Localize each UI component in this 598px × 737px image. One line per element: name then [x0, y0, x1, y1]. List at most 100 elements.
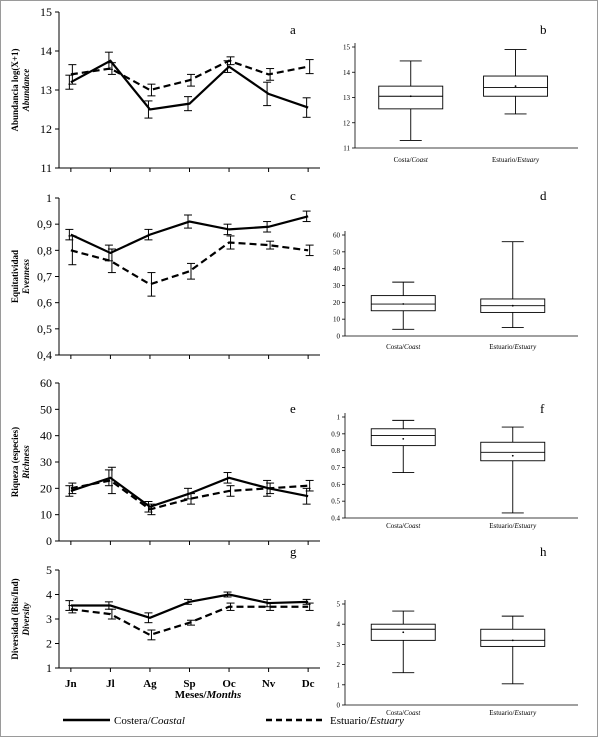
x-axis-title: Meses/Months [175, 689, 242, 701]
box-iqr [370, 428, 436, 447]
box-iqr [378, 85, 444, 110]
series-line-estuary [70, 59, 309, 92]
y-tick-label: 0,6 [37, 296, 52, 310]
y-tick-label: 0.4 [331, 515, 340, 523]
y-tick-label: 0,4 [37, 348, 52, 362]
panel-letter: d [540, 188, 547, 203]
y-axis-title: Equitatividad [10, 250, 20, 303]
panel-letter: b [540, 22, 547, 37]
category-label: Costa/Coast [386, 709, 421, 717]
category-label-en: Coast [412, 156, 429, 164]
category-label-en: Estuary [514, 522, 538, 530]
panel-letter: h [540, 544, 547, 559]
box-mean-marker [511, 304, 514, 307]
y-tick-label: 0 [337, 702, 341, 710]
y-tick-label: 0,7 [37, 270, 52, 284]
legend: Costera/Coastal Estuario/Estuary [63, 715, 404, 727]
y-tick-label: 1 [46, 661, 52, 675]
y-tick-label: 12 [40, 122, 52, 136]
y-tick-label: 30 [40, 455, 52, 469]
legend-estuary-en: Estuary [369, 715, 404, 727]
panel-b: 11 12 13 14 15 Costa/Coast Estuario/Estuary b [343, 22, 578, 164]
x-tick-label: Oc [222, 678, 236, 690]
y-tick-label: 11 [343, 145, 350, 153]
panel-letter: a [290, 22, 296, 37]
series-line-estuary [70, 479, 309, 511]
panel-d: 0 10 20 30 40 50 60 Costa/Coast Estuario/Estuary… [333, 188, 578, 351]
panel-a: 11 12 13 14 15 a Abundancia log(X+1) Abundance [10, 5, 320, 175]
y-tick-label: 0 [46, 534, 52, 548]
panel-letter: g [290, 544, 297, 559]
y-tick-label: 5 [46, 563, 52, 577]
panel-letter: f [540, 401, 545, 416]
y-axis-title-en: Richness [21, 445, 31, 480]
panel-letter: e [290, 401, 296, 416]
box-mean-marker [402, 437, 405, 440]
series-line-estuary [70, 605, 309, 637]
category-label-es: Estuario/ [492, 156, 517, 164]
box-mean-marker [409, 95, 412, 98]
box-mean-marker [511, 454, 514, 457]
y-tick-label: 15 [40, 5, 52, 19]
category-label-es: Costa/ [394, 156, 412, 164]
category-label-en: Estuary [516, 156, 540, 164]
y-tick-label: 1 [337, 681, 341, 689]
legend-coastal-label: Costera/Coastal [114, 715, 185, 727]
x-tick-label: Dc [302, 678, 315, 690]
category-label-es: Costa/ [386, 709, 404, 717]
y-axis-title-en: Abundance [21, 69, 31, 113]
box-mean-marker [402, 303, 405, 305]
y-axis-title: Riqueza (especies) [10, 427, 20, 497]
box-mean-marker [402, 631, 405, 634]
category-label-es: Estuario/ [489, 343, 514, 351]
x-tick-label: Nv [262, 678, 276, 690]
panel-e: 0 10 20 30 40 50 60 e Riqueza (especies) Richness [10, 376, 320, 548]
y-tick-label: 4 [46, 588, 52, 602]
x-tick-label: Jn [65, 678, 77, 690]
y-tick-label: 20 [333, 299, 341, 307]
y-tick-label: 14 [343, 69, 351, 77]
legend-coastal-es: Costera/ [114, 715, 152, 727]
legend-estuary-es: Estuario/ [330, 715, 371, 727]
x-tick-label: Jl [106, 678, 115, 690]
panel-g: 1 2 3 4 5 Jn Jl Ag Sp Oc Nv Dc g Diversidad (Bits/Ind… [10, 544, 320, 690]
box-iqr [480, 628, 546, 647]
category-label-en: Coast [404, 343, 421, 351]
series-line-coastal [70, 59, 309, 111]
y-tick-label: 60 [333, 232, 341, 240]
y-tick-label: 0,9 [37, 217, 52, 231]
x-tick-label: Sp [183, 678, 195, 690]
x-axis-title-es: Meses/ [175, 689, 208, 701]
y-tick-label: 3 [46, 612, 52, 626]
y-tick-label: 50 [40, 402, 52, 416]
category-label: Costa/Coast [386, 343, 421, 351]
category-label: Estuario/Estuary [492, 156, 540, 164]
category-label-es: Estuario/ [489, 709, 514, 717]
y-tick-label: 10 [333, 316, 341, 324]
y-tick-label: 1 [337, 414, 341, 422]
legend-estuary-label: Estuario/Estuary [330, 715, 404, 727]
box-iqr [480, 441, 546, 462]
y-tick-label: 10 [40, 508, 52, 522]
category-label: Estuario/Estuary [489, 709, 537, 717]
y-tick-label: 0,5 [37, 322, 52, 336]
y-tick-label: 5 [337, 601, 341, 609]
y-tick-label: 13 [40, 83, 52, 97]
box-mean-marker [511, 639, 514, 642]
x-axis-title-en: Months [205, 689, 241, 701]
category-label-en: Coast [404, 709, 421, 717]
category-label: Estuario/Estuary [489, 343, 537, 351]
y-tick-label: 14 [40, 44, 52, 58]
y-tick-label: 1 [46, 191, 52, 205]
y-tick-label: 30 [333, 282, 341, 290]
y-tick-label: 3 [337, 641, 341, 649]
category-label-en: Estuary [514, 343, 538, 351]
category-label-es: Estuario/ [489, 522, 514, 530]
y-tick-label: 40 [333, 265, 341, 273]
y-tick-label: 0.9 [331, 430, 340, 438]
y-tick-label: 2 [337, 661, 341, 669]
y-tick-label: 11 [40, 161, 52, 175]
panel-h: 0 1 2 3 4 5 Costa/Coast Estuario/Estuary h [337, 544, 578, 717]
y-tick-label: 0.5 [331, 498, 340, 506]
